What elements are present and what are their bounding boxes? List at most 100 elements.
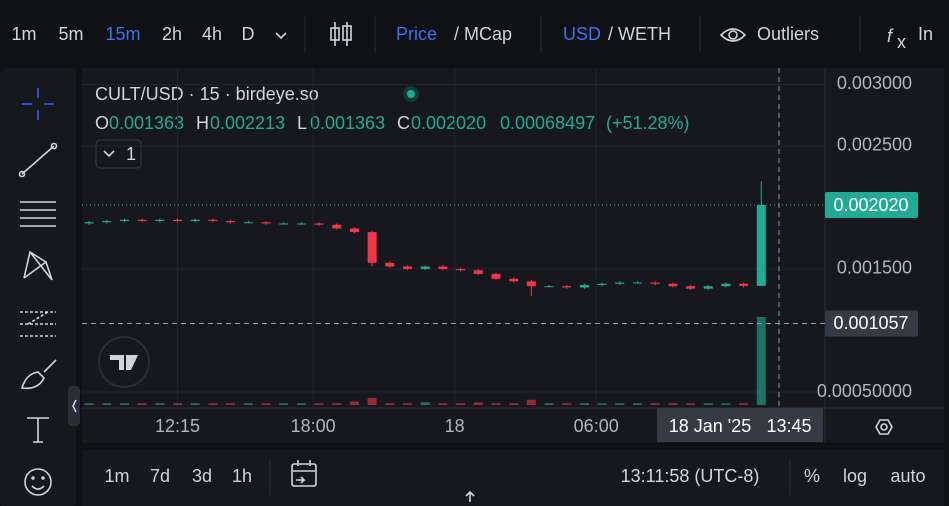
y-tick-label: 0.003000 <box>837 73 912 93</box>
bottom-bar <box>82 450 944 506</box>
volume-bar <box>208 403 218 405</box>
tv-logo <box>110 355 138 370</box>
crosshair-price-box <box>825 310 918 337</box>
y-tick-label: 0.00050000 <box>817 381 912 401</box>
candle-body <box>544 286 554 288</box>
percent-toggle[interactable]: % <box>804 466 820 486</box>
collapse-button[interactable] <box>95 139 142 169</box>
crosshair-price-label: 0.001057 <box>833 313 908 333</box>
mcap-toggle[interactable]: / MCap <box>454 24 512 44</box>
volume-bar <box>243 403 253 405</box>
legend-key: C <box>397 113 410 133</box>
interval-button[interactable]: 1m <box>11 24 36 44</box>
interval-button[interactable]: 2h <box>162 24 182 44</box>
volume-bar <box>756 317 766 405</box>
settings-icon <box>880 423 888 431</box>
calendar-icon[interactable] <box>291 460 317 487</box>
legend-key: L <box>297 113 307 133</box>
log-toggle[interactable]: log <box>843 466 867 486</box>
separators <box>269 16 861 495</box>
candle-body <box>403 266 413 269</box>
volume-bar <box>367 397 377 405</box>
y-tick-label: 0.002500 <box>837 135 912 155</box>
candle-body <box>367 232 377 263</box>
candle-body <box>261 222 271 224</box>
candle-body <box>615 282 625 284</box>
candle-body <box>632 282 642 284</box>
candle-body <box>668 283 678 287</box>
indicators-button[interactable]: In <box>918 24 933 44</box>
candle-body <box>279 223 289 225</box>
volume-bar <box>562 403 572 405</box>
volume-bar <box>385 403 395 405</box>
interval-button[interactable]: 15m <box>105 24 140 44</box>
settings-icon[interactable] <box>875 419 893 435</box>
range-button[interactable]: 7d <box>150 466 170 486</box>
legend-value: 0.002213 <box>210 113 285 133</box>
volume-bar <box>579 403 589 405</box>
candle-body <box>119 219 129 222</box>
legend-value: 0.002020 <box>411 113 486 133</box>
candle-body <box>137 219 147 222</box>
volume-bar <box>314 403 324 405</box>
volume-bar <box>102 403 112 405</box>
volume-bar <box>739 403 749 405</box>
weth-toggle[interactable]: / WETH <box>608 24 671 44</box>
candle-icon[interactable] <box>330 22 352 46</box>
candle-body <box>155 219 165 222</box>
ohlc-legend: O 0.001363 H 0.002213 L 0.001363 C 0.002… <box>95 113 690 133</box>
volume-bar <box>615 403 625 405</box>
candle-body <box>756 205 766 286</box>
range-button[interactable]: 1m <box>104 466 129 486</box>
interval-button[interactable]: D <box>242 24 255 44</box>
candle-body <box>562 286 572 288</box>
x-tick-label: 06:00 <box>574 416 619 436</box>
chevron[interactable] <box>275 32 287 40</box>
auto-toggle[interactable]: auto <box>890 466 925 486</box>
collapse-handle[interactable] <box>68 386 80 426</box>
volume-bar <box>456 403 466 405</box>
range-button[interactable]: 1h <box>232 466 252 486</box>
x-tick-label: 18 <box>445 416 465 436</box>
fx-icon: x <box>897 32 906 52</box>
chart-panel <box>82 68 944 443</box>
candle-body <box>703 286 713 289</box>
tool-icons[interactable] <box>18 88 58 496</box>
x-tick-label: 18:00 <box>291 416 336 436</box>
candle-body <box>190 219 200 222</box>
candle-body <box>721 283 731 287</box>
candle-body <box>739 283 749 286</box>
volume-bar <box>668 403 678 405</box>
volume-bar <box>544 403 554 405</box>
range-button[interactable]: 3d <box>192 466 212 486</box>
volume-bar <box>296 403 306 405</box>
collapse-count: 1 <box>126 144 136 164</box>
chart-title: CULT/USD · 15 · birdeye.so <box>95 84 319 104</box>
volume-bar <box>349 401 359 405</box>
candle-body <box>385 262 395 267</box>
volume-bar <box>190 403 200 405</box>
volume-bar <box>597 403 607 405</box>
legend-change-percent: (+51.28%) <box>606 113 690 133</box>
legend-key: O <box>95 113 109 133</box>
volume-bar <box>261 403 271 405</box>
usd-toggle[interactable]: USD <box>563 24 601 44</box>
candle-body <box>456 268 466 271</box>
eye-icon[interactable] <box>719 28 747 42</box>
volume-bar <box>332 403 342 405</box>
candle-body <box>243 222 253 224</box>
price-toggle[interactable]: Price <box>396 24 437 44</box>
candle-body <box>438 266 448 269</box>
crosshair-time-box <box>657 408 823 442</box>
volume-bar <box>137 403 147 405</box>
chevron <box>103 150 115 158</box>
legend-value: 0.001363 <box>109 113 184 133</box>
volume-bar <box>686 403 696 405</box>
scroll-arrow[interactable] <box>465 490 475 502</box>
y-tick-label: 0.001500 <box>837 258 912 278</box>
last-price-label: 0.002020 <box>833 195 908 215</box>
interval-button[interactable]: 4h <box>202 24 222 44</box>
fx-icon[interactable]: f <box>887 26 894 46</box>
interval-button[interactable]: 5m <box>58 24 83 44</box>
outliers-button[interactable]: Outliers <box>757 24 819 44</box>
